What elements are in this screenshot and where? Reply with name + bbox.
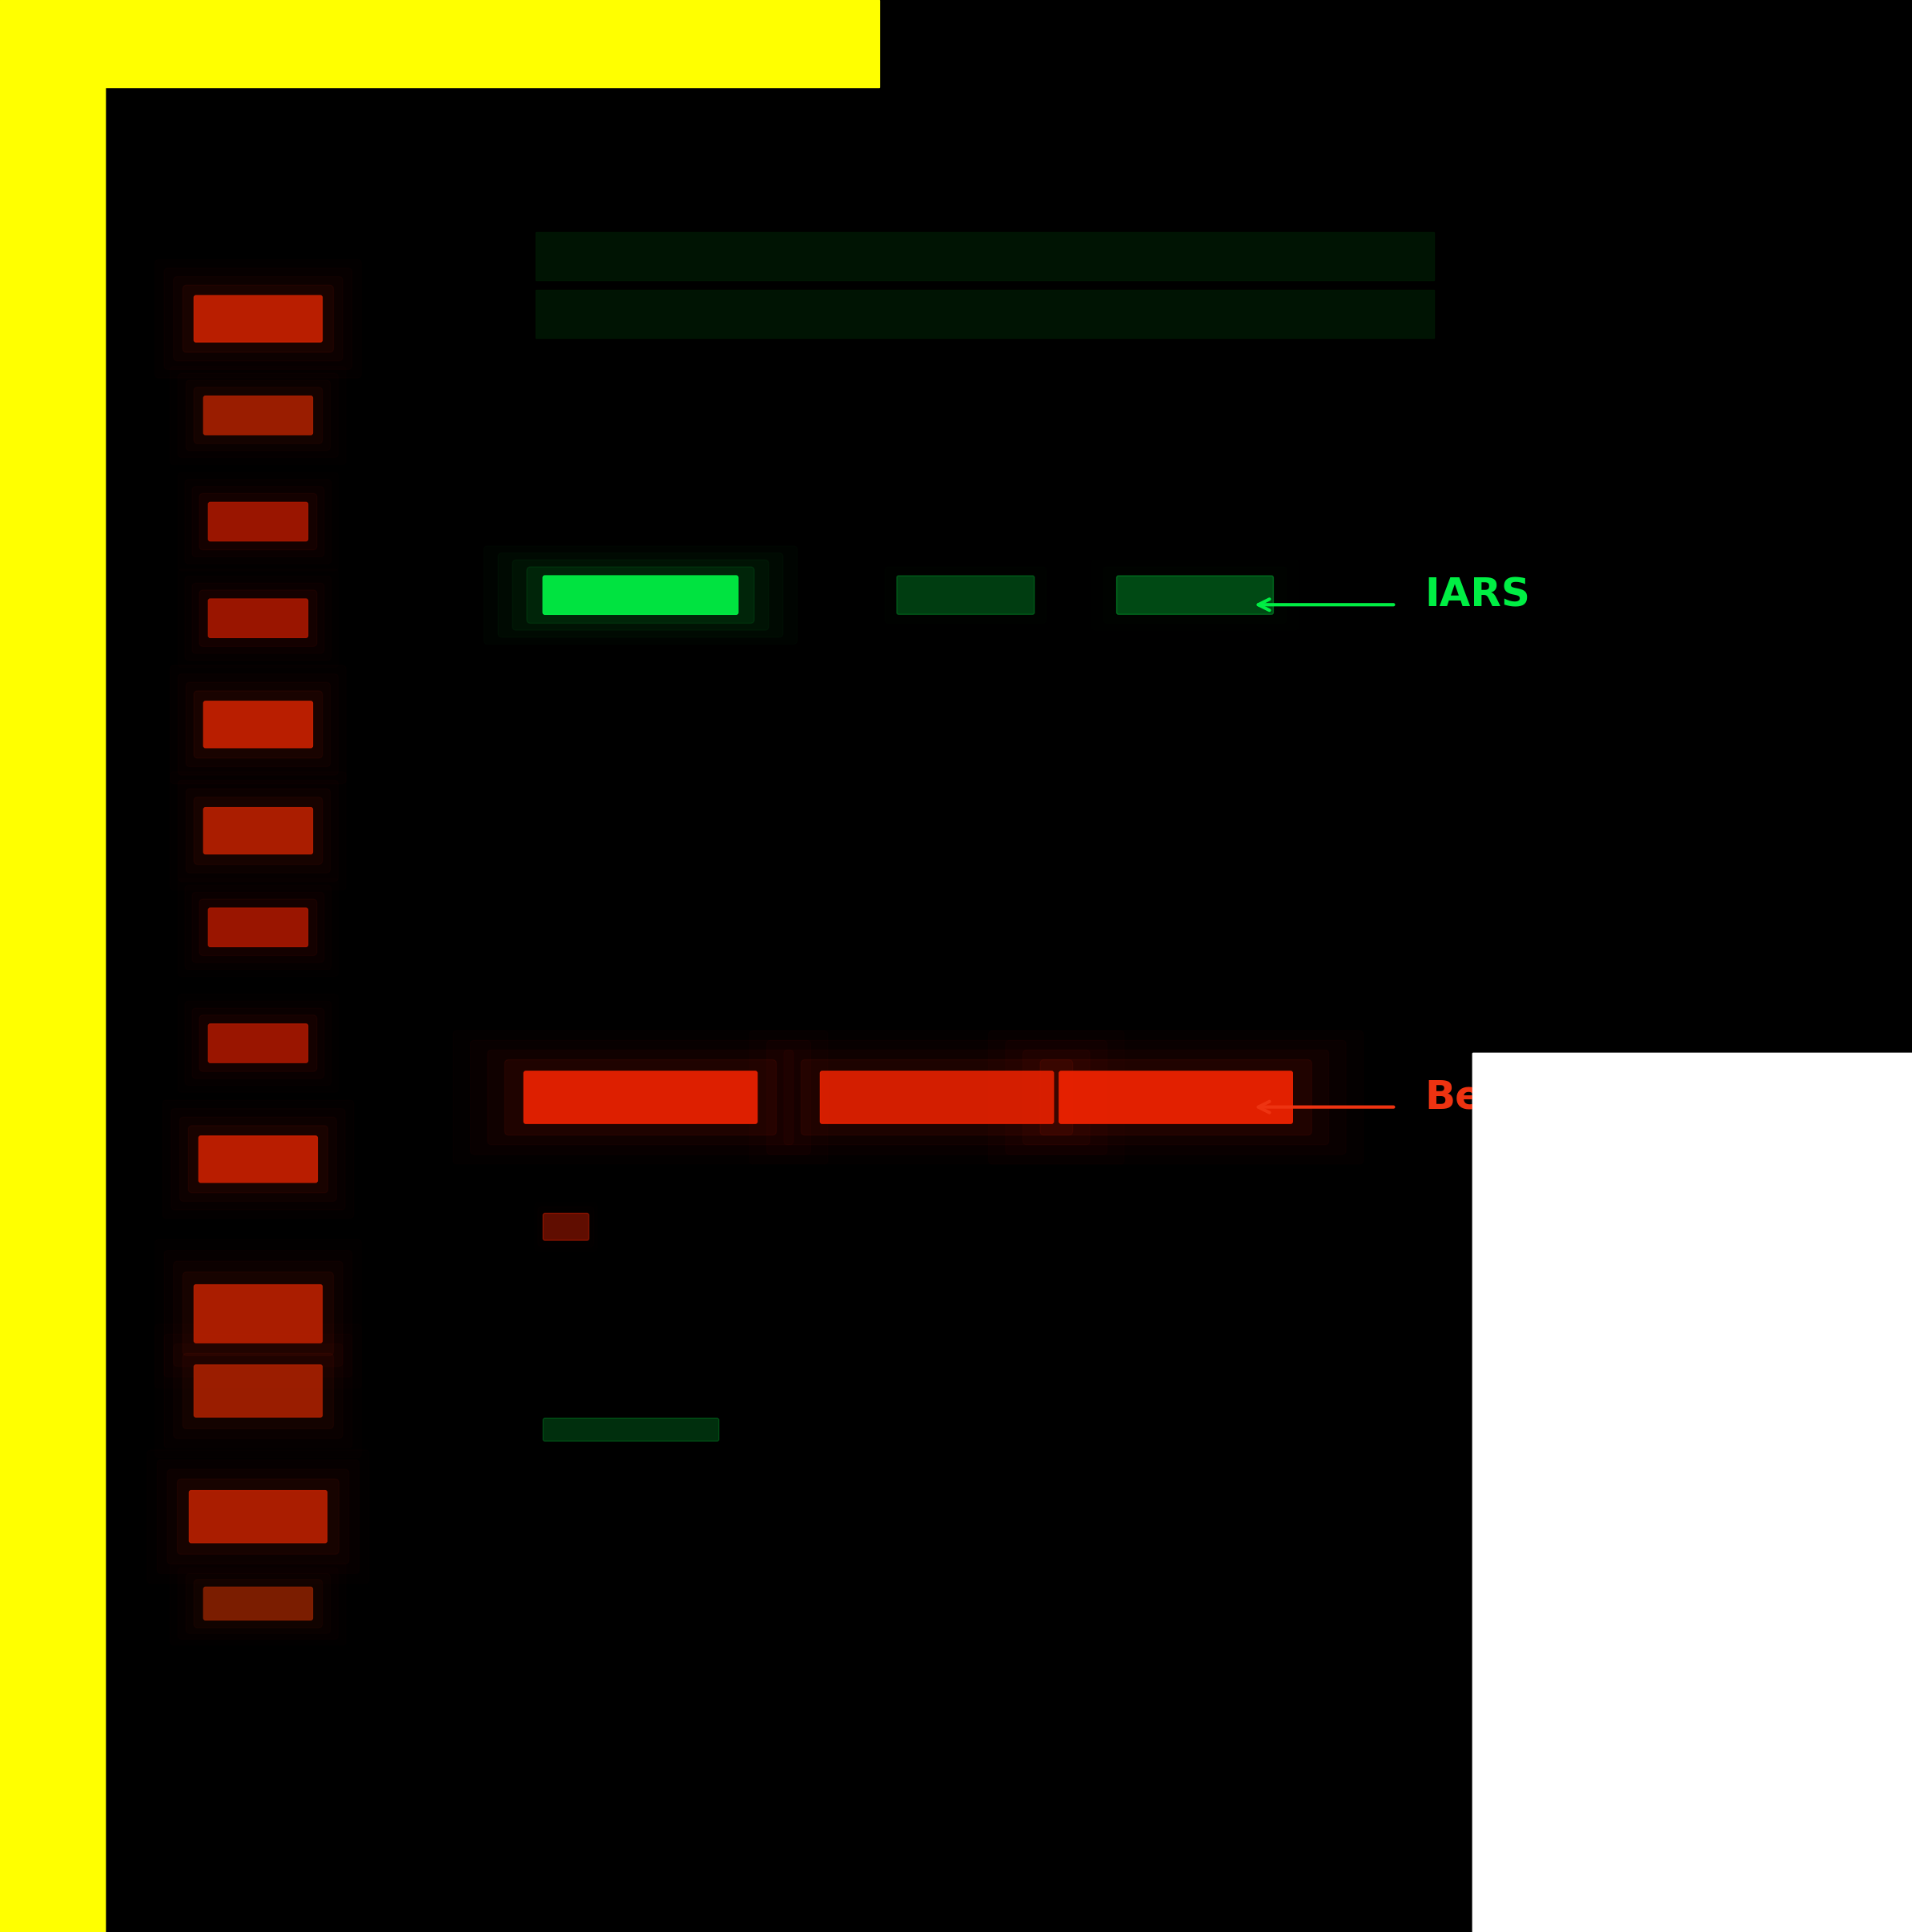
FancyBboxPatch shape [203, 808, 312, 854]
Bar [0, 0, 105, 1932]
Bar [535, 232, 1434, 280]
FancyBboxPatch shape [203, 1586, 312, 1619]
FancyBboxPatch shape [543, 1213, 589, 1240]
FancyBboxPatch shape [193, 692, 323, 757]
FancyBboxPatch shape [208, 599, 308, 638]
FancyBboxPatch shape [193, 1580, 323, 1627]
FancyBboxPatch shape [505, 1059, 776, 1134]
FancyBboxPatch shape [1059, 1070, 1293, 1122]
FancyBboxPatch shape [184, 1352, 333, 1430]
FancyBboxPatch shape [820, 1070, 1054, 1122]
FancyBboxPatch shape [199, 493, 317, 551]
FancyBboxPatch shape [208, 908, 308, 947]
Text: IARS: IARS [1424, 576, 1530, 614]
Bar [0, 0, 880, 87]
FancyBboxPatch shape [184, 1271, 333, 1356]
FancyBboxPatch shape [203, 701, 312, 748]
Bar [0, 0, 870, 81]
FancyBboxPatch shape [199, 898, 317, 956]
FancyBboxPatch shape [526, 566, 753, 624]
FancyBboxPatch shape [1117, 576, 1273, 614]
FancyBboxPatch shape [187, 1126, 327, 1192]
Bar [0, 0, 105, 1932]
FancyBboxPatch shape [184, 286, 333, 352]
FancyBboxPatch shape [199, 1014, 317, 1072]
FancyBboxPatch shape [193, 386, 323, 444]
FancyBboxPatch shape [543, 576, 738, 614]
Bar [1472, 1053, 1912, 1932]
FancyBboxPatch shape [199, 1136, 317, 1182]
FancyBboxPatch shape [208, 1024, 308, 1063]
FancyBboxPatch shape [178, 1480, 338, 1553]
FancyBboxPatch shape [897, 576, 1034, 614]
FancyBboxPatch shape [543, 1418, 719, 1441]
Bar [535, 290, 1434, 338]
FancyBboxPatch shape [208, 502, 308, 541]
FancyBboxPatch shape [524, 1070, 757, 1122]
FancyBboxPatch shape [195, 296, 321, 342]
FancyBboxPatch shape [203, 396, 312, 435]
FancyBboxPatch shape [199, 589, 317, 647]
Bar [1472, 1053, 1912, 1932]
FancyBboxPatch shape [1040, 1059, 1312, 1134]
Text: Beta-actin: Beta-actin [1424, 1078, 1658, 1117]
FancyBboxPatch shape [193, 798, 323, 864]
FancyBboxPatch shape [195, 1364, 321, 1418]
FancyBboxPatch shape [189, 1492, 327, 1544]
FancyBboxPatch shape [195, 1285, 321, 1343]
FancyBboxPatch shape [801, 1059, 1073, 1134]
